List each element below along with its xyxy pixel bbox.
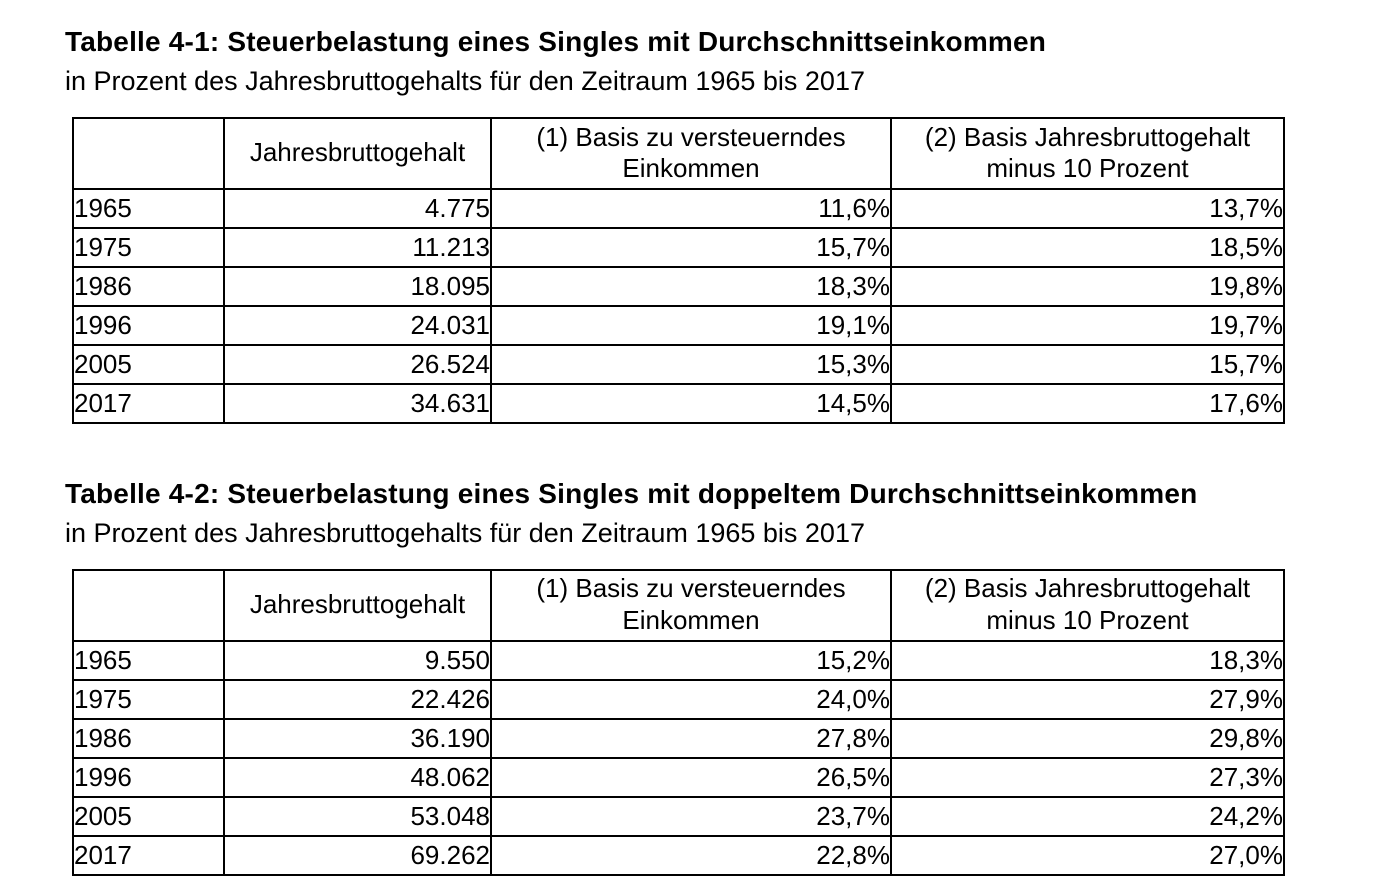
year-cell: 2005 (72, 795, 225, 837)
basis2-cell: 15,7% (890, 343, 1285, 385)
basis1-cell: 26,5% (490, 756, 892, 798)
year-cell: 2017 (72, 382, 225, 424)
basis2-cell: 18,3% (890, 639, 1285, 681)
table-4-2-header-row: Jahresbruttogehalt (1) Basis zu versteue… (72, 568, 1285, 642)
year-cell: 2005 (72, 343, 225, 385)
gross-cell: 22.426 (223, 678, 492, 720)
basis1-cell: 27,8% (490, 717, 892, 759)
basis1-cell: 23,7% (490, 795, 892, 837)
table-4-1-subtitle: in Prozent des Jahresbruttogehalts für d… (65, 66, 865, 96)
gross-cell: 34.631 (223, 382, 492, 424)
year-cell: 2017 (72, 834, 225, 876)
gross-cell: 11.213 (223, 226, 492, 268)
table-section-4-2: Tabelle 4-2: Steuerbelastung eines Singl… (65, 476, 1378, 876)
basis2-cell: 19,7% (890, 304, 1285, 346)
table-row: 1975 11.213 15,7% 18,5% (72, 226, 1285, 268)
table-row: 1986 18.095 18,3% 19,8% (72, 265, 1285, 307)
gross-cell: 36.190 (223, 717, 492, 759)
header-cell-jahresbruttogehalt: Jahresbruttogehalt (223, 116, 492, 190)
year-cell: 1986 (72, 717, 225, 759)
table-4-2-title: Tabelle 4-2: Steuerbelastung eines Singl… (65, 477, 1198, 509)
gross-cell: 9.550 (223, 639, 492, 681)
basis1-cell: 19,1% (490, 304, 892, 346)
year-cell: 1996 (72, 304, 225, 346)
basis1-cell: 18,3% (490, 265, 892, 307)
basis2-cell: 17,6% (890, 382, 1285, 424)
gross-cell: 53.048 (223, 795, 492, 837)
basis2-cell: 19,8% (890, 265, 1285, 307)
table-row: 1965 4.775 11,6% 13,7% (72, 187, 1285, 229)
year-cell: 1986 (72, 265, 225, 307)
table-row: 1996 48.062 26,5% 27,3% (72, 756, 1285, 798)
table-section-4-1: Tabelle 4-1: Steuerbelastung eines Singl… (65, 24, 1378, 424)
gross-cell: 4.775 (223, 187, 492, 229)
header-cell-jahresbruttogehalt: Jahresbruttogehalt (223, 568, 492, 642)
header-cell-basis-1: (1) Basis zu versteuerndes Einkommen (490, 568, 892, 642)
table-row: 2017 34.631 14,5% 17,6% (72, 382, 1285, 424)
gross-cell: 18.095 (223, 265, 492, 307)
year-cell: 1996 (72, 756, 225, 798)
year-cell: 1965 (72, 187, 225, 229)
header-cell-empty (72, 568, 225, 642)
basis2-cell: 27,0% (890, 834, 1285, 876)
basis1-cell: 24,0% (490, 678, 892, 720)
table-row: 2017 69.262 22,8% 27,0% (72, 834, 1285, 876)
table-4-1-title: Tabelle 4-1: Steuerbelastung eines Singl… (65, 26, 1047, 57)
header-cell-basis-2: (2) Basis Jahresbruttogehalt minus 10 Pr… (890, 568, 1285, 642)
basis2-cell: 18,5% (890, 226, 1285, 268)
header-cell-empty (72, 116, 225, 190)
table-row: 2005 26.524 15,3% 15,7% (72, 343, 1285, 385)
basis2-cell: 27,3% (890, 756, 1285, 798)
year-cell: 1965 (72, 639, 225, 681)
header-cell-basis-2: (2) Basis Jahresbruttogehalt minus 10 Pr… (890, 116, 1285, 190)
table-row: 1965 9.550 15,2% 18,3% (72, 639, 1285, 681)
header-cell-basis-1: (1) Basis zu versteuerndes Einkommen (490, 116, 892, 190)
table-4-2: Jahresbruttogehalt (1) Basis zu versteue… (72, 568, 1285, 876)
basis1-cell: 15,3% (490, 343, 892, 385)
table-row: 2005 53.048 23,7% 24,2% (72, 795, 1285, 837)
year-cell: 1975 (72, 226, 225, 268)
basis2-cell: 27,9% (890, 678, 1285, 720)
basis1-cell: 15,7% (490, 226, 892, 268)
basis2-cell: 13,7% (890, 187, 1285, 229)
table-4-1: Jahresbruttogehalt (1) Basis zu versteue… (72, 116, 1285, 424)
basis2-cell: 24,2% (890, 795, 1285, 837)
gross-cell: 26.524 (223, 343, 492, 385)
table-4-1-header-row: Jahresbruttogehalt (1) Basis zu versteue… (72, 116, 1285, 190)
basis1-cell: 22,8% (490, 834, 892, 876)
basis2-cell: 29,8% (890, 717, 1285, 759)
table-4-2-subtitle: in Prozent des Jahresbruttogehalts für d… (65, 517, 865, 548)
gross-cell: 24.031 (223, 304, 492, 346)
gross-cell: 69.262 (223, 834, 492, 876)
basis1-cell: 15,2% (490, 639, 892, 681)
table-row: 1986 36.190 27,8% 29,8% (72, 717, 1285, 759)
basis1-cell: 11,6% (490, 187, 892, 229)
gross-cell: 48.062 (223, 756, 492, 798)
basis1-cell: 14,5% (490, 382, 892, 424)
table-row: 1996 24.031 19,1% 19,7% (72, 304, 1285, 346)
year-cell: 1975 (72, 678, 225, 720)
table-row: 1975 22.426 24,0% 27,9% (72, 678, 1285, 720)
